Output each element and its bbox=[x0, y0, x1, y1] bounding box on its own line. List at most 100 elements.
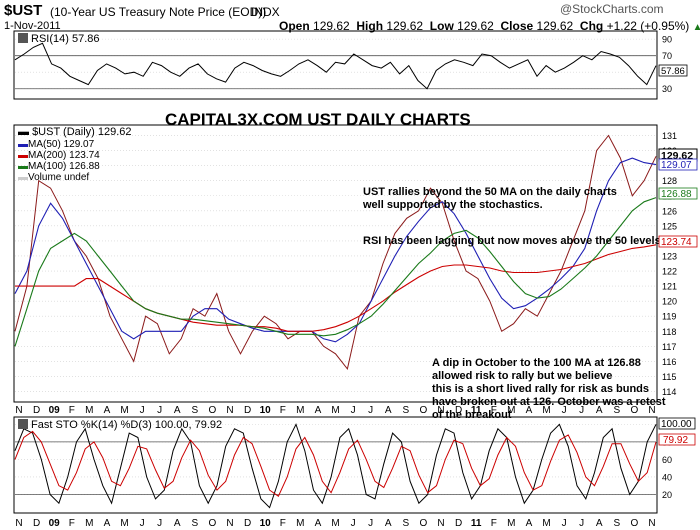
close-value: 129.62 bbox=[536, 19, 574, 33]
price-xtick-label: J bbox=[368, 405, 373, 416]
price-xtick-label: M bbox=[331, 405, 339, 416]
stoch-xtick-label: J bbox=[140, 518, 145, 529]
stoch-xtick-label: M bbox=[85, 518, 93, 529]
price-series-ma-200--line bbox=[15, 244, 657, 332]
price-xtick-label: A bbox=[526, 405, 533, 416]
price-ytick-label: 125 bbox=[662, 221, 677, 231]
up-arrow-icon: ▲ bbox=[692, 22, 700, 33]
price-xtick-label: 09 bbox=[49, 405, 61, 416]
price-xtick-label: M bbox=[542, 405, 550, 416]
price-legend-ust: ▬ $UST (Daily) 129.62 bbox=[18, 126, 132, 138]
price-xtick-label: A bbox=[385, 405, 392, 416]
stoch-xtick-label: D bbox=[244, 518, 251, 529]
stoch-xtick-label: S bbox=[402, 518, 409, 529]
price-ytick-label: 117 bbox=[662, 342, 676, 352]
rsi-ytick-label: 70 bbox=[662, 51, 672, 61]
annotation-text-1: UST rallies beyond the 50 MA on the dail… bbox=[363, 186, 617, 198]
ma100-last-label: 126.88 bbox=[661, 189, 692, 200]
stoch-xtick-label: F bbox=[69, 518, 75, 529]
annotation-title: CAPITAL3X.COM UST DAILY CHARTS bbox=[165, 110, 471, 129]
stoch-last-boxes: 100.00 79.92 bbox=[658, 417, 696, 446]
price-xtick-label: D bbox=[455, 405, 462, 416]
price-xtick-label: D bbox=[33, 405, 40, 416]
stoch-xtick-label: D bbox=[455, 518, 462, 529]
rsi-legend-swatch bbox=[18, 33, 28, 43]
price-ytick-label: 128 bbox=[662, 176, 677, 186]
price-xtick-label: J bbox=[579, 405, 584, 416]
close-label: Close bbox=[500, 19, 534, 33]
rsi-ytick-label: 90 bbox=[662, 35, 672, 45]
stoch-xtick-label: F bbox=[491, 518, 497, 529]
price-xtick-label: N bbox=[648, 405, 655, 416]
high-label: High bbox=[356, 19, 384, 33]
stoch-xtick-label: M bbox=[507, 518, 515, 529]
legend-ma100: ▬MA(100) 126.88 bbox=[18, 161, 100, 172]
stoch-xtick-label: N bbox=[226, 518, 233, 529]
stoch-xtick-label: J bbox=[579, 518, 584, 529]
price-ytick-label: 118 bbox=[662, 327, 676, 337]
stoch-xtick-label: F bbox=[280, 518, 286, 529]
annotation-text-8: of the breakout bbox=[432, 409, 512, 421]
stoch-xtick-label: M bbox=[296, 518, 304, 529]
annotation-text-6: this is a short lived rally for risk as … bbox=[432, 383, 649, 395]
rsi-series-rsi-14--line bbox=[14, 42, 657, 90]
stoch-xtick-label: S bbox=[191, 518, 198, 529]
annotation-text-3: RSI has been lagging but now moves above… bbox=[363, 235, 664, 247]
annotation-text-7: have broken out at 126. October was a re… bbox=[432, 396, 666, 408]
stoch-d-last-label: 79.92 bbox=[663, 435, 688, 446]
price-xtick-label: N bbox=[437, 405, 444, 416]
rsi-ytick-label: 30 bbox=[662, 84, 672, 94]
legend-volume: ▬Volume undef bbox=[18, 172, 89, 183]
price-xtick-label: D bbox=[244, 405, 251, 416]
chart-exchange: INDX bbox=[251, 5, 280, 19]
stoch-title: Fast STO %K(14) %D(3) 100.00, 79.92 bbox=[31, 419, 222, 431]
price-xtick-label: O bbox=[209, 405, 217, 416]
price-xtick-label: A bbox=[315, 405, 322, 416]
stoch-xtick-label: N bbox=[15, 518, 22, 529]
stoch-ytick-label: 60 bbox=[662, 455, 672, 465]
price-series-ma-50--line bbox=[14, 157, 657, 343]
price-ytick-label: 120 bbox=[662, 297, 677, 307]
price-xtick-label: N bbox=[226, 405, 233, 416]
stoch-xtick-label: J bbox=[157, 518, 162, 529]
price-ytick-label: 123 bbox=[662, 251, 677, 261]
price-panel bbox=[13, 124, 658, 403]
stoch-xtick-label: O bbox=[631, 518, 639, 529]
legend-ma50: ▬MA(50) 129.07 bbox=[18, 139, 95, 150]
stoch-xtick-label: 11 bbox=[471, 518, 482, 529]
stoch-xtick-label: A bbox=[104, 518, 111, 529]
stoch-legend-swatch bbox=[18, 419, 28, 429]
price-xtick-label: S bbox=[613, 405, 620, 416]
price-ytick-label: 119 bbox=[662, 312, 676, 322]
price-xtick-label: M bbox=[120, 405, 128, 416]
price-ytick-label: 115 bbox=[662, 372, 676, 382]
price-xtick-label: S bbox=[402, 405, 409, 416]
annotation-text-5: allowed risk to rally but we believe bbox=[432, 370, 612, 382]
chart-date: 1-Nov-2011 bbox=[4, 20, 61, 32]
stoch-panel bbox=[13, 416, 658, 514]
price-xtick-label: M bbox=[507, 405, 515, 416]
price-xtick-label: F bbox=[69, 405, 75, 416]
ohlc-row: Open 129.62 High 129.62 Low 129.62 Close… bbox=[279, 19, 700, 33]
price-xtick-label: J bbox=[351, 405, 356, 416]
open-label: Open bbox=[279, 19, 310, 33]
price-xtick-label: O bbox=[420, 405, 428, 416]
price-xtick-label: J bbox=[140, 405, 145, 416]
legend-ma100-label: MA(100) bbox=[28, 161, 66, 172]
stoch-xtick-label: A bbox=[526, 518, 533, 529]
chg-label: Chg bbox=[579, 19, 604, 33]
stoch-xtick-label: A bbox=[315, 518, 322, 529]
open-value: 129.62 bbox=[313, 19, 350, 33]
stoch-xtick-label: A bbox=[174, 518, 181, 529]
stoch-xtick-label: S bbox=[613, 518, 620, 529]
stoch-xtick-label: J bbox=[562, 518, 567, 529]
price-last-boxes: 129.62 129.07 126.88 123.74 bbox=[658, 148, 698, 248]
price-xtick-label: F bbox=[491, 405, 497, 416]
price-ytick-label: 121 bbox=[662, 282, 677, 292]
legend-ma200-label: MA(200) bbox=[28, 150, 66, 161]
price-xtick-label: 10 bbox=[260, 405, 272, 416]
stoch-xtick-label: 09 bbox=[49, 518, 61, 529]
stoch-xtick-label: 10 bbox=[260, 518, 272, 529]
price-xtick-label: N bbox=[15, 405, 22, 416]
rsi-last-box: 57.86 bbox=[658, 64, 688, 77]
